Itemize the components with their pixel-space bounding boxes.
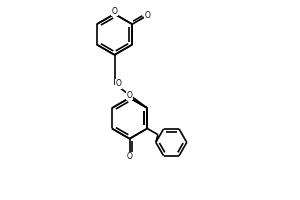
Text: O: O (127, 91, 133, 100)
Text: O: O (145, 11, 151, 20)
Text: O: O (127, 152, 133, 161)
Text: O: O (116, 79, 121, 88)
Text: O: O (112, 7, 118, 16)
